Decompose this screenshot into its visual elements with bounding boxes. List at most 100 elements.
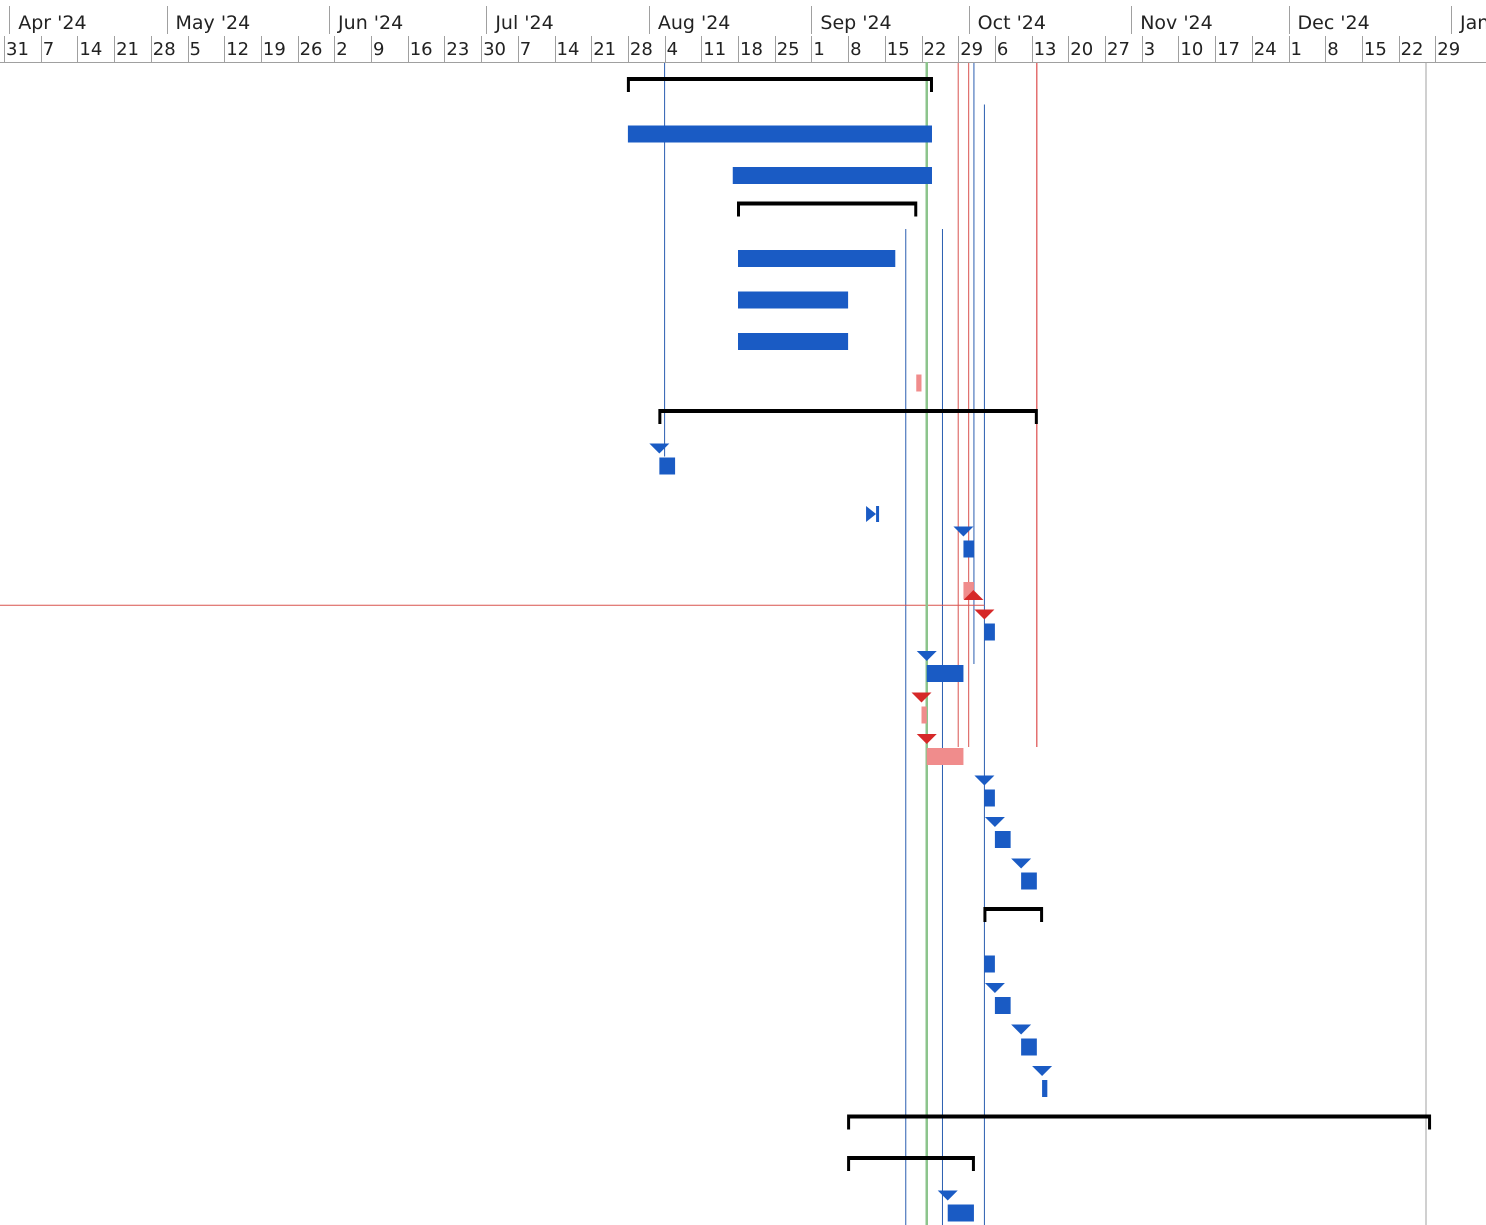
task-bar (963, 540, 974, 558)
predecessor-arrow-down (1011, 1024, 1032, 1035)
week-label: 4 (666, 39, 679, 60)
week-divider (627, 36, 629, 62)
week-divider (774, 36, 776, 62)
week-label: 12 (226, 39, 250, 60)
month-divider (1451, 6, 1453, 34)
week-divider (1325, 36, 1327, 62)
week-label: 1 (813, 39, 825, 60)
month-divider (1288, 6, 1290, 34)
month-divider (486, 6, 488, 34)
task-bar (994, 997, 1011, 1014)
week-divider (224, 36, 226, 62)
month-label: Nov '24 (1140, 12, 1213, 34)
predecessor-arrow-down (953, 526, 974, 537)
week-divider (1068, 36, 1070, 62)
week-label: 29 (1437, 39, 1461, 60)
week-label: 13 (1033, 39, 1057, 60)
month-label: Jul '24 (495, 12, 554, 34)
week-divider (407, 36, 409, 62)
week-divider (1288, 36, 1290, 62)
week-divider (921, 36, 923, 62)
predecessor-arrow-down (916, 734, 937, 744)
week-label: 29 (960, 39, 984, 60)
week-label: 31 (6, 39, 29, 60)
week-divider (1178, 36, 1180, 62)
week-divider (517, 36, 519, 62)
week-label: 19 (262, 39, 286, 60)
week-label: 2 (336, 39, 348, 60)
summary-bar (984, 907, 1043, 911)
week-label: 11 (703, 39, 727, 60)
week-label: 27 (1107, 39, 1130, 60)
week-label: 3 (1143, 39, 1156, 60)
week-divider (554, 36, 556, 62)
week-label: 15 (886, 39, 910, 60)
task-bar (994, 831, 1011, 848)
week-divider (297, 36, 299, 62)
month-label: Oct '24 (977, 12, 1046, 34)
week-label: 22 (923, 39, 947, 60)
month-label: May '24 (175, 12, 251, 34)
milestone-marker (866, 506, 877, 522)
summary-bar (848, 1114, 1431, 1119)
summary-bar-start-cap (626, 77, 630, 92)
week-label: 28 (629, 39, 653, 60)
summary-bar-end-cap (1428, 1114, 1432, 1130)
week-divider (1251, 36, 1253, 62)
task-bar (738, 333, 849, 350)
week-divider (260, 36, 262, 62)
week-label: 8 (850, 39, 862, 60)
week-label: 21 (593, 39, 617, 60)
week-divider (1398, 36, 1400, 62)
critical-task-bar (926, 748, 964, 765)
week-divider (444, 36, 446, 62)
week-divider (1141, 36, 1143, 62)
week-divider (591, 36, 593, 62)
week-divider (664, 36, 666, 62)
week-label: 17 (1217, 39, 1240, 60)
week-label: 14 (79, 39, 103, 60)
week-divider (481, 36, 483, 62)
task-bar (738, 250, 896, 267)
week-label: 5 (189, 39, 201, 60)
week-divider (1435, 36, 1437, 62)
month-divider (968, 6, 970, 34)
predecessor-arrow-down (974, 609, 995, 620)
summary-bar (738, 201, 917, 206)
week-divider (150, 36, 152, 62)
task-bar (984, 623, 995, 641)
predecessor-arrow-down (974, 775, 995, 786)
month-label: Jun '24 (338, 12, 404, 34)
week-label: 9 (373, 39, 385, 60)
week-divider (1361, 36, 1363, 62)
month-label: Aug '24 (657, 12, 731, 34)
milestone-bar (876, 506, 880, 522)
task-bar (627, 125, 932, 143)
task-bar (984, 955, 995, 973)
month-label: Dec '24 (1297, 12, 1370, 34)
week-label: 8 (1327, 39, 1339, 60)
task-bar (732, 167, 932, 184)
predecessor-arrow-down (984, 817, 1005, 827)
task-bar (926, 665, 964, 682)
week-label: 15 (1363, 39, 1387, 60)
critical-task-bar (916, 374, 922, 392)
week-divider (77, 36, 79, 62)
week-label: 25 (776, 39, 800, 60)
month-divider (1131, 6, 1133, 34)
summary-bar-end-cap (929, 77, 933, 92)
month-label: Apr '24 (18, 12, 87, 34)
week-divider (371, 36, 372, 62)
predecessor-arrow-down (937, 1190, 958, 1201)
week-divider (994, 36, 996, 62)
predecessor-arrow-down (1011, 858, 1032, 869)
week-divider (1215, 36, 1217, 62)
month-divider (166, 6, 168, 34)
predecessor-arrow-down (649, 443, 670, 454)
task-bar (659, 457, 676, 475)
month-divider (9, 6, 11, 34)
predecessor-arrow-down (911, 692, 932, 703)
week-label: 30 (483, 39, 506, 60)
